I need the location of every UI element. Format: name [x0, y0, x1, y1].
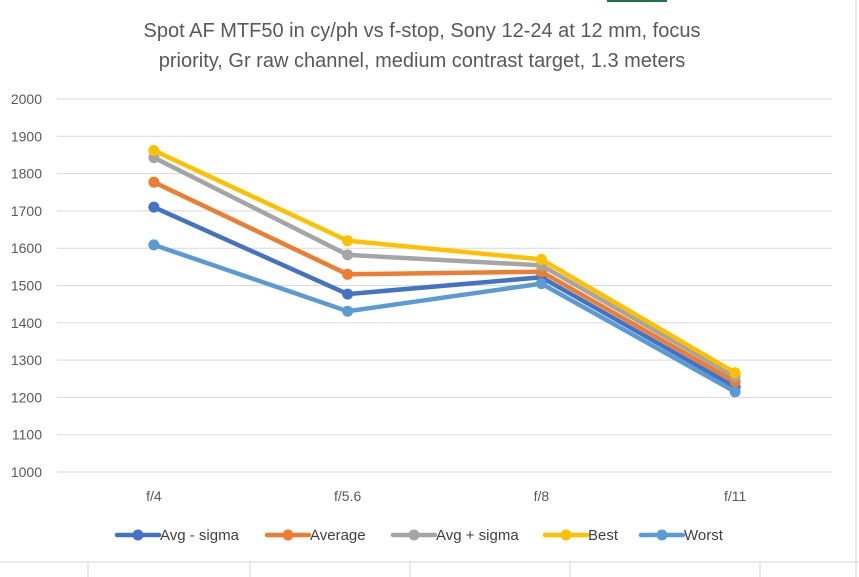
series-worst: [148, 239, 741, 398]
x-category-label: f/11: [724, 488, 747, 504]
data-point: [535, 253, 547, 265]
legend-label: Best: [588, 527, 619, 544]
legend-label: Average: [310, 527, 366, 544]
series-avg-sigma: [148, 152, 741, 383]
y-tick-label: 1200: [11, 389, 42, 405]
legend-swatch-marker: [132, 529, 144, 541]
x-category-label: f/5.6: [334, 488, 361, 504]
y-tick-label: 1400: [11, 315, 42, 331]
series-lines: [148, 144, 741, 398]
legend: Avg - sigma Average Avg + sigma Best Worst: [114, 527, 724, 544]
data-point: [342, 305, 354, 317]
legend-swatch-marker: [408, 529, 420, 541]
data-point: [148, 201, 160, 213]
data-point: [342, 249, 354, 261]
y-tick-label: 1000: [11, 464, 42, 480]
data-point: [729, 386, 741, 398]
data-point: [729, 367, 741, 379]
data-point: [148, 176, 160, 188]
legend-item: Avg + sigma: [390, 527, 519, 544]
y-tick-label: 1900: [11, 128, 42, 144]
series-average: [148, 176, 741, 388]
data-point: [148, 239, 160, 251]
series-line: [151, 242, 738, 395]
chart-title-line-2: priority, Gr raw channel, medium contras…: [159, 50, 686, 72]
x-axis-category-labels: f/4 f/5.6 f/8 f/11: [146, 488, 746, 504]
legend-label: Avg + sigma: [436, 527, 519, 544]
data-point: [342, 235, 354, 247]
y-tick-label: 1100: [12, 427, 42, 443]
series-line: [151, 179, 738, 384]
legend-swatch-marker: [560, 529, 572, 541]
series-line: [151, 204, 738, 390]
x-category-label: f/8: [534, 488, 550, 504]
y-tick-label: 1300: [11, 352, 42, 368]
legend-label: Avg - sigma: [160, 527, 240, 544]
data-point: [342, 288, 354, 300]
legend-item: Best: [542, 527, 619, 544]
y-tick-label: 1700: [11, 203, 42, 219]
sheet-selection-marker: [607, 0, 667, 2]
chart-title: Spot AF MTF50 in cy/ph vs f-stop, Sony 1…: [144, 20, 701, 72]
x-category-label: f/4: [146, 488, 162, 504]
legend-swatch-marker: [282, 529, 294, 541]
chart-title-line-1: Spot AF MTF50 in cy/ph vs f-stop, Sony 1…: [144, 20, 701, 42]
y-tick-label: 2000: [11, 91, 42, 107]
data-point: [148, 144, 160, 156]
legend-label: Worst: [684, 527, 724, 544]
legend-item: Avg - sigma: [114, 527, 240, 544]
series-line: [151, 148, 738, 376]
legend-item: Worst: [638, 527, 724, 544]
legend-item: Average: [264, 527, 366, 544]
y-tick-label: 1600: [11, 240, 42, 256]
legend-swatch-marker: [656, 529, 668, 541]
y-tick-label: 1500: [11, 278, 42, 294]
series-line: [151, 155, 738, 379]
data-point: [342, 268, 354, 280]
series-best: [148, 144, 741, 379]
y-tick-label: 1800: [11, 166, 42, 182]
data-point: [535, 278, 547, 290]
y-axis-tick-labels: 1000 1100 1200 1300 1400 1500 1600 1700 1800 1900…: [11, 91, 42, 480]
